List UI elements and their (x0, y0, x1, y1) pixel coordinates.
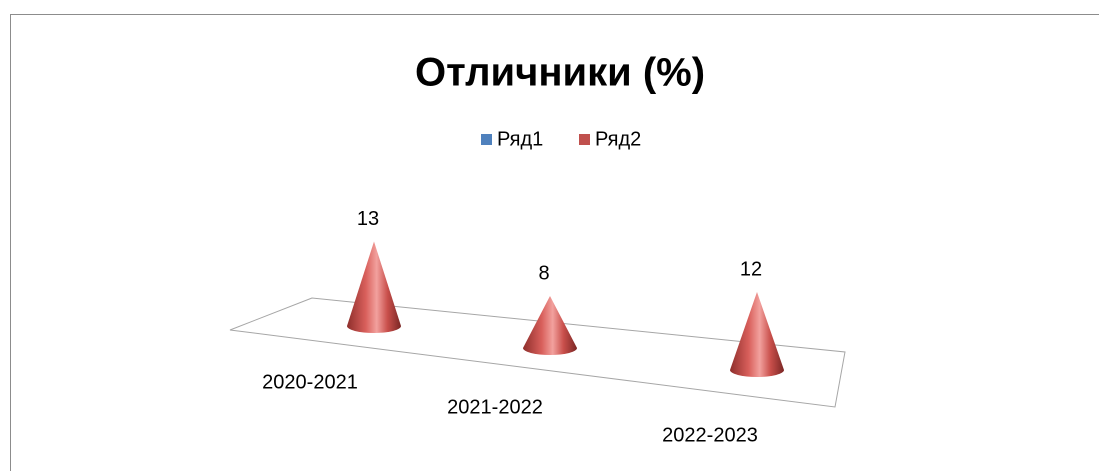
floor (229, 297, 846, 408)
legend-label: Ряд1 (497, 128, 543, 150)
x-tick-label: 2021-2022 (447, 396, 543, 418)
cone (347, 241, 401, 333)
cone (730, 292, 784, 377)
data-label: 8 (538, 262, 549, 284)
legend-swatch (481, 134, 492, 145)
chart-frame (10, 14, 1099, 471)
legend-label: Ряд2 (595, 128, 641, 150)
cone (523, 296, 577, 355)
x-tick-label: 2020-2021 (262, 371, 358, 393)
legend-swatch (579, 134, 590, 145)
data-label: 12 (740, 258, 762, 280)
chart-title: Отличники (%) (415, 51, 705, 95)
data-label: 13 (357, 208, 379, 230)
x-tick-label: 2022-2023 (662, 424, 758, 446)
